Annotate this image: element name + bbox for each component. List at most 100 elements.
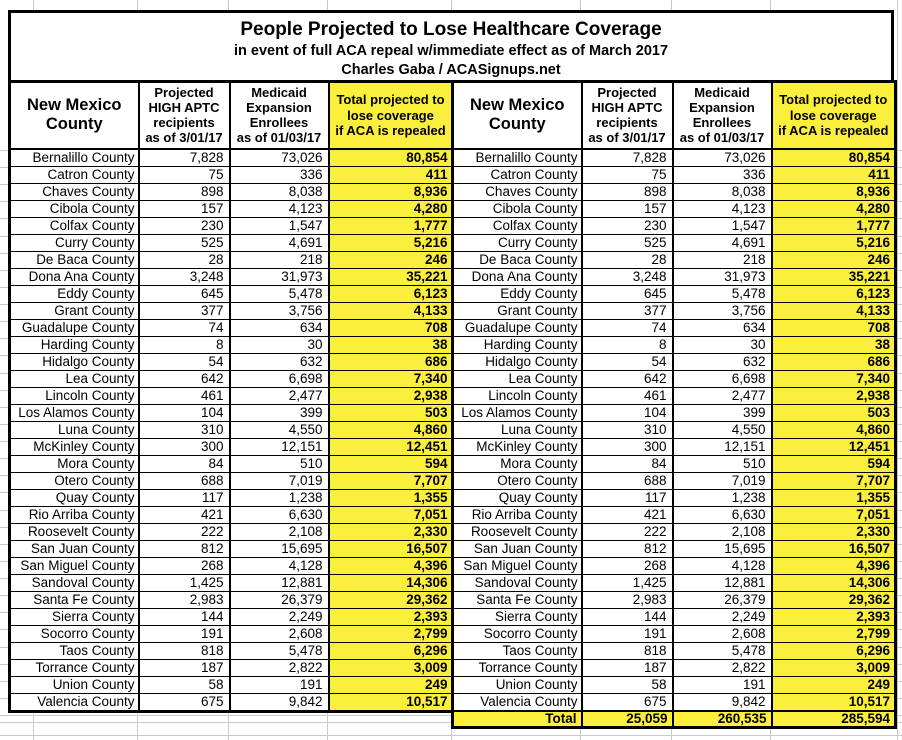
aptc-cell: 818 (580, 641, 674, 660)
medicaid-cell: 336 (671, 165, 773, 184)
medicaid-cell: 4,123 (671, 199, 773, 218)
county-cell: Curry County (8, 233, 140, 252)
aptc-cell: 645 (137, 284, 231, 303)
table-row: Grant County 377 3,756 4,133 (451, 301, 897, 320)
table-row: Dona Ana County 3,248 31,973 35,221 (451, 267, 897, 286)
county-cell: Chaves County (8, 182, 140, 201)
medicaid-cell: 8,038 (671, 182, 773, 201)
county-cell: Bernalillo County (451, 148, 583, 167)
table-row: Rio Arriba County 421 6,630 7,051 (8, 505, 454, 524)
aptc-cell: 157 (580, 199, 674, 218)
aptc-cell: 104 (137, 403, 231, 422)
table-row: Chaves County 898 8,038 8,936 (8, 182, 454, 201)
county-cell: Luna County (451, 420, 583, 439)
total-cell: 686 (327, 352, 454, 371)
aptc-cell: 58 (137, 675, 231, 694)
total-medicaid-cell: 260,535 (671, 709, 773, 728)
county-cell: Dona Ana County (8, 267, 140, 286)
medicaid-cell: 31,973 (228, 267, 330, 286)
medicaid-cell: 634 (671, 318, 773, 337)
county-cell: Valencia County (8, 692, 140, 712)
total-cell: 1,355 (770, 488, 897, 507)
total-cell: 3,009 (327, 658, 454, 677)
medicaid-cell: 2,477 (671, 386, 773, 405)
aptc-cell: 222 (137, 522, 231, 541)
table-row: Torrance County 187 2,822 3,009 (451, 658, 897, 677)
table-row: San Juan County 812 15,695 16,507 (8, 539, 454, 558)
medicaid-cell: 510 (228, 454, 330, 473)
county-cell: Guadalupe County (451, 318, 583, 337)
county-cell: San Juan County (8, 539, 140, 558)
medicaid-cell: 2,822 (671, 658, 773, 677)
table-row: Mora County 84 510 594 (451, 454, 897, 473)
total-cell: 1,777 (327, 216, 454, 235)
aptc-cell: 117 (580, 488, 674, 507)
medicaid-cell: 31,973 (671, 267, 773, 286)
total-cell: 6,296 (770, 641, 897, 660)
table-body: Bernalillo County 7,828 73,026 80,854 Catron… (8, 148, 454, 712)
col-header-total: Total projected to lose coverage if ACA … (327, 81, 454, 150)
col-header-aptc: Projected HIGH APTC recipients as of 3/0… (137, 81, 231, 150)
table-body: Bernalillo County 7,828 73,026 80,854 Catron… (451, 148, 897, 711)
aptc-cell: 675 (580, 692, 674, 711)
medicaid-cell: 1,238 (671, 488, 773, 507)
total-cell: 1,777 (770, 216, 897, 235)
table-row: Valencia County 675 9,842 10,517 (8, 692, 454, 712)
medicaid-cell: 6,698 (228, 369, 330, 388)
aptc-cell: 1,425 (580, 573, 674, 592)
aptc-cell: 268 (580, 556, 674, 575)
table-row: Bernalillo County 7,828 73,026 80,854 (451, 148, 897, 167)
table-header: New Mexico County Projected HIGH APTC re… (8, 81, 454, 150)
total-cell: 686 (770, 352, 897, 371)
total-cell: 7,707 (770, 471, 897, 490)
county-cell: Cibola County (8, 199, 140, 218)
medicaid-cell: 4,550 (671, 420, 773, 439)
aptc-cell: 310 (580, 420, 674, 439)
county-cell: Torrance County (8, 658, 140, 677)
table-row: Luna County 310 4,550 4,860 (451, 420, 897, 439)
table-row: Colfax County 230 1,547 1,777 (451, 216, 897, 235)
table-row: Colfax County 230 1,547 1,777 (8, 216, 454, 235)
aptc-cell: 525 (137, 233, 231, 252)
total-cell: 3,009 (770, 658, 897, 677)
aptc-cell: 268 (137, 556, 231, 575)
medicaid-cell: 5,478 (671, 641, 773, 660)
table-row: Harding County 8 30 38 (451, 335, 897, 354)
table-row: Hidalgo County 54 632 686 (8, 352, 454, 371)
medicaid-cell: 6,630 (228, 505, 330, 524)
table-row: Sierra County 144 2,249 2,393 (8, 607, 454, 626)
table-row: San Miguel County 268 4,128 4,396 (8, 556, 454, 575)
county-cell: Mora County (451, 454, 583, 473)
total-row: Total 25,059 260,535 285,594 (451, 709, 897, 728)
table-row: Cibola County 157 4,123 4,280 (8, 199, 454, 218)
county-cell: De Baca County (8, 250, 140, 269)
county-cell: Mora County (8, 454, 140, 473)
total-cell: 10,517 (770, 692, 897, 711)
medicaid-cell: 2,108 (671, 522, 773, 541)
total-cell: 1,355 (327, 488, 454, 507)
total-cell: 10,517 (327, 692, 454, 712)
county-cell: Santa Fe County (451, 590, 583, 609)
county-cell: Luna County (8, 420, 140, 439)
county-cell: Union County (451, 675, 583, 694)
total-cell: 29,362 (327, 590, 454, 609)
total-cell: 14,306 (327, 573, 454, 592)
aptc-cell: 645 (580, 284, 674, 303)
medicaid-cell: 399 (228, 403, 330, 422)
medicaid-cell: 73,026 (228, 148, 330, 167)
medicaid-cell: 191 (671, 675, 773, 694)
aptc-cell: 58 (580, 675, 674, 694)
gridline (897, 0, 898, 740)
county-cell: Lincoln County (8, 386, 140, 405)
table-row: De Baca County 28 218 246 (8, 250, 454, 269)
total-cell: 708 (327, 318, 454, 337)
table-row: Union County 58 191 249 (451, 675, 897, 694)
aptc-cell: 3,248 (580, 267, 674, 286)
county-cell: Chaves County (451, 182, 583, 201)
medicaid-cell: 336 (228, 165, 330, 184)
aptc-cell: 642 (137, 369, 231, 388)
county-cell: Eddy County (451, 284, 583, 303)
total-label-cell: Total (451, 709, 583, 728)
total-cell: 38 (327, 335, 454, 354)
table-row: Otero County 688 7,019 7,707 (8, 471, 454, 490)
